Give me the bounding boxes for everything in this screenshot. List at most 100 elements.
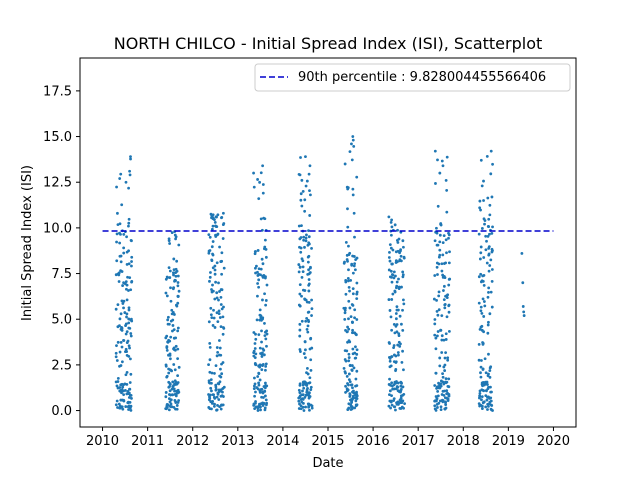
data-point [395, 286, 398, 290]
data-point [216, 404, 219, 407]
data-point [253, 407, 257, 411]
data-point [174, 336, 178, 340]
data-point [479, 365, 483, 369]
data-point [440, 351, 444, 354]
data-point [348, 340, 352, 344]
data-point [176, 274, 180, 278]
data-point [444, 403, 448, 407]
data-point [210, 245, 214, 249]
data-point [445, 189, 449, 192]
data-point [172, 406, 176, 409]
data-point [310, 346, 314, 350]
data-point [218, 316, 222, 319]
data-point [390, 328, 394, 332]
data-point [217, 298, 220, 302]
data-point [300, 224, 303, 228]
data-point [216, 391, 220, 395]
data-point [210, 316, 214, 320]
data-point [391, 248, 395, 252]
data-point [397, 353, 400, 357]
data-point [436, 394, 440, 398]
data-point [306, 402, 310, 406]
data-point [176, 294, 180, 298]
data-point [259, 217, 263, 221]
data-point [355, 369, 359, 373]
data-point [258, 318, 262, 322]
data-point [298, 173, 302, 177]
data-point [264, 381, 267, 385]
data-point [489, 149, 493, 153]
data-point [390, 384, 394, 388]
data-point [397, 332, 401, 335]
data-point [346, 186, 350, 190]
data-point [211, 240, 215, 243]
data-point [125, 298, 129, 302]
data-point [478, 328, 482, 331]
data-point [482, 179, 485, 183]
data-point [401, 349, 404, 353]
data-point [212, 308, 215, 312]
data-point [263, 406, 267, 410]
data-point [298, 384, 302, 387]
data-point [394, 408, 397, 412]
data-point [219, 375, 223, 379]
plot-background [80, 58, 576, 427]
data-point [119, 398, 123, 402]
data-point [169, 299, 173, 303]
data-point [488, 369, 492, 372]
data-point [477, 275, 481, 279]
data-point [487, 404, 490, 408]
data-point [207, 363, 210, 366]
data-point [351, 187, 355, 191]
data-point [440, 398, 444, 402]
data-point [118, 177, 122, 180]
data-point [446, 293, 450, 297]
data-point [304, 236, 308, 240]
data-point [354, 384, 357, 388]
data-point [441, 164, 445, 168]
data-point [488, 213, 492, 217]
data-point [127, 321, 131, 325]
data-point [128, 387, 131, 391]
data-point [400, 405, 404, 409]
data-point [207, 406, 211, 409]
data-point [487, 245, 491, 249]
data-point [347, 327, 351, 331]
data-point [118, 350, 122, 354]
data-point [172, 257, 176, 261]
data-point [307, 278, 311, 281]
data-point [220, 216, 224, 219]
data-point [445, 155, 449, 159]
data-point [485, 389, 488, 393]
data-point [347, 244, 350, 248]
data-point [165, 294, 169, 298]
data-point [442, 275, 446, 278]
data-point [491, 162, 494, 166]
data-point [444, 261, 448, 265]
data-point [261, 396, 265, 399]
data-point [165, 334, 169, 338]
data-point [306, 366, 309, 370]
data-point [487, 269, 491, 273]
data-point [166, 315, 170, 319]
data-point [347, 356, 351, 359]
data-point [522, 314, 526, 317]
data-point [488, 203, 492, 207]
data-point [300, 178, 304, 182]
data-point [115, 359, 119, 362]
data-point [344, 384, 347, 388]
data-point [171, 329, 174, 333]
data-point [258, 308, 262, 312]
data-point [301, 270, 305, 274]
data-point [308, 376, 312, 380]
data-point [217, 398, 221, 401]
data-point [351, 396, 355, 400]
data-point [176, 284, 180, 288]
data-point [127, 289, 130, 292]
data-point [477, 232, 481, 236]
data-point [393, 289, 397, 293]
data-point [442, 234, 446, 238]
data-point [168, 242, 172, 245]
data-point [399, 254, 403, 258]
data-point [124, 373, 128, 377]
